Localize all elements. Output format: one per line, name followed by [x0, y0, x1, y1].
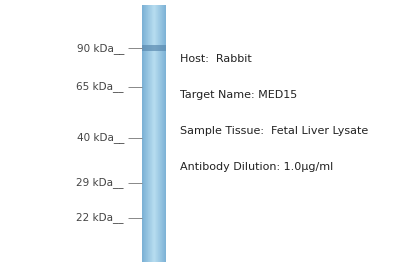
Bar — [148, 5, 149, 262]
Bar — [146, 5, 147, 262]
Bar — [155, 5, 156, 262]
Bar — [158, 5, 159, 262]
Bar — [164, 5, 165, 262]
Bar — [163, 5, 164, 262]
Bar — [158, 5, 159, 262]
Bar — [150, 5, 151, 262]
Bar — [151, 5, 152, 262]
Text: 65 kDa__: 65 kDa__ — [76, 81, 124, 92]
Bar — [143, 5, 144, 262]
Bar — [142, 5, 143, 262]
Text: Host:  Rabbit: Host: Rabbit — [180, 54, 252, 64]
Bar — [163, 5, 164, 262]
Bar — [147, 5, 148, 262]
Bar — [165, 5, 166, 262]
Bar — [156, 5, 157, 262]
Bar — [159, 5, 160, 262]
Bar — [145, 5, 146, 262]
Bar — [157, 5, 158, 262]
Bar — [161, 5, 162, 262]
Bar — [153, 5, 154, 262]
Bar — [160, 5, 161, 262]
Bar — [155, 5, 156, 262]
Text: Antibody Dilution: 1.0µg/ml: Antibody Dilution: 1.0µg/ml — [180, 162, 333, 172]
Bar — [164, 5, 165, 262]
Text: Target Name: MED15: Target Name: MED15 — [180, 90, 297, 100]
Text: Sample Tissue:  Fetal Liver Lysate: Sample Tissue: Fetal Liver Lysate — [180, 126, 368, 136]
Bar — [147, 5, 148, 262]
Bar — [149, 5, 150, 262]
Bar — [159, 5, 160, 262]
Bar — [143, 5, 144, 262]
Bar — [156, 5, 157, 262]
Bar — [161, 5, 162, 262]
Bar — [145, 5, 146, 262]
Bar — [162, 5, 163, 262]
Bar — [149, 5, 150, 262]
Bar — [144, 5, 145, 262]
Bar — [150, 5, 151, 262]
Bar — [160, 5, 161, 262]
Bar — [146, 5, 147, 262]
Bar — [142, 5, 143, 262]
Bar — [153, 5, 154, 262]
Bar — [165, 5, 166, 262]
Bar — [148, 5, 149, 262]
Text: 40 kDa__: 40 kDa__ — [77, 132, 124, 143]
Bar — [151, 5, 152, 262]
Text: 29 kDa__: 29 kDa__ — [76, 178, 124, 188]
Bar — [142, 45, 166, 51]
Bar — [152, 5, 153, 262]
Bar — [154, 5, 155, 262]
Text: 90 kDa__: 90 kDa__ — [77, 43, 124, 53]
Text: 22 kDa__: 22 kDa__ — [76, 212, 124, 223]
Bar — [152, 5, 153, 262]
Bar — [162, 5, 163, 262]
Bar — [157, 5, 158, 262]
Bar — [144, 5, 145, 262]
Bar — [154, 5, 155, 262]
